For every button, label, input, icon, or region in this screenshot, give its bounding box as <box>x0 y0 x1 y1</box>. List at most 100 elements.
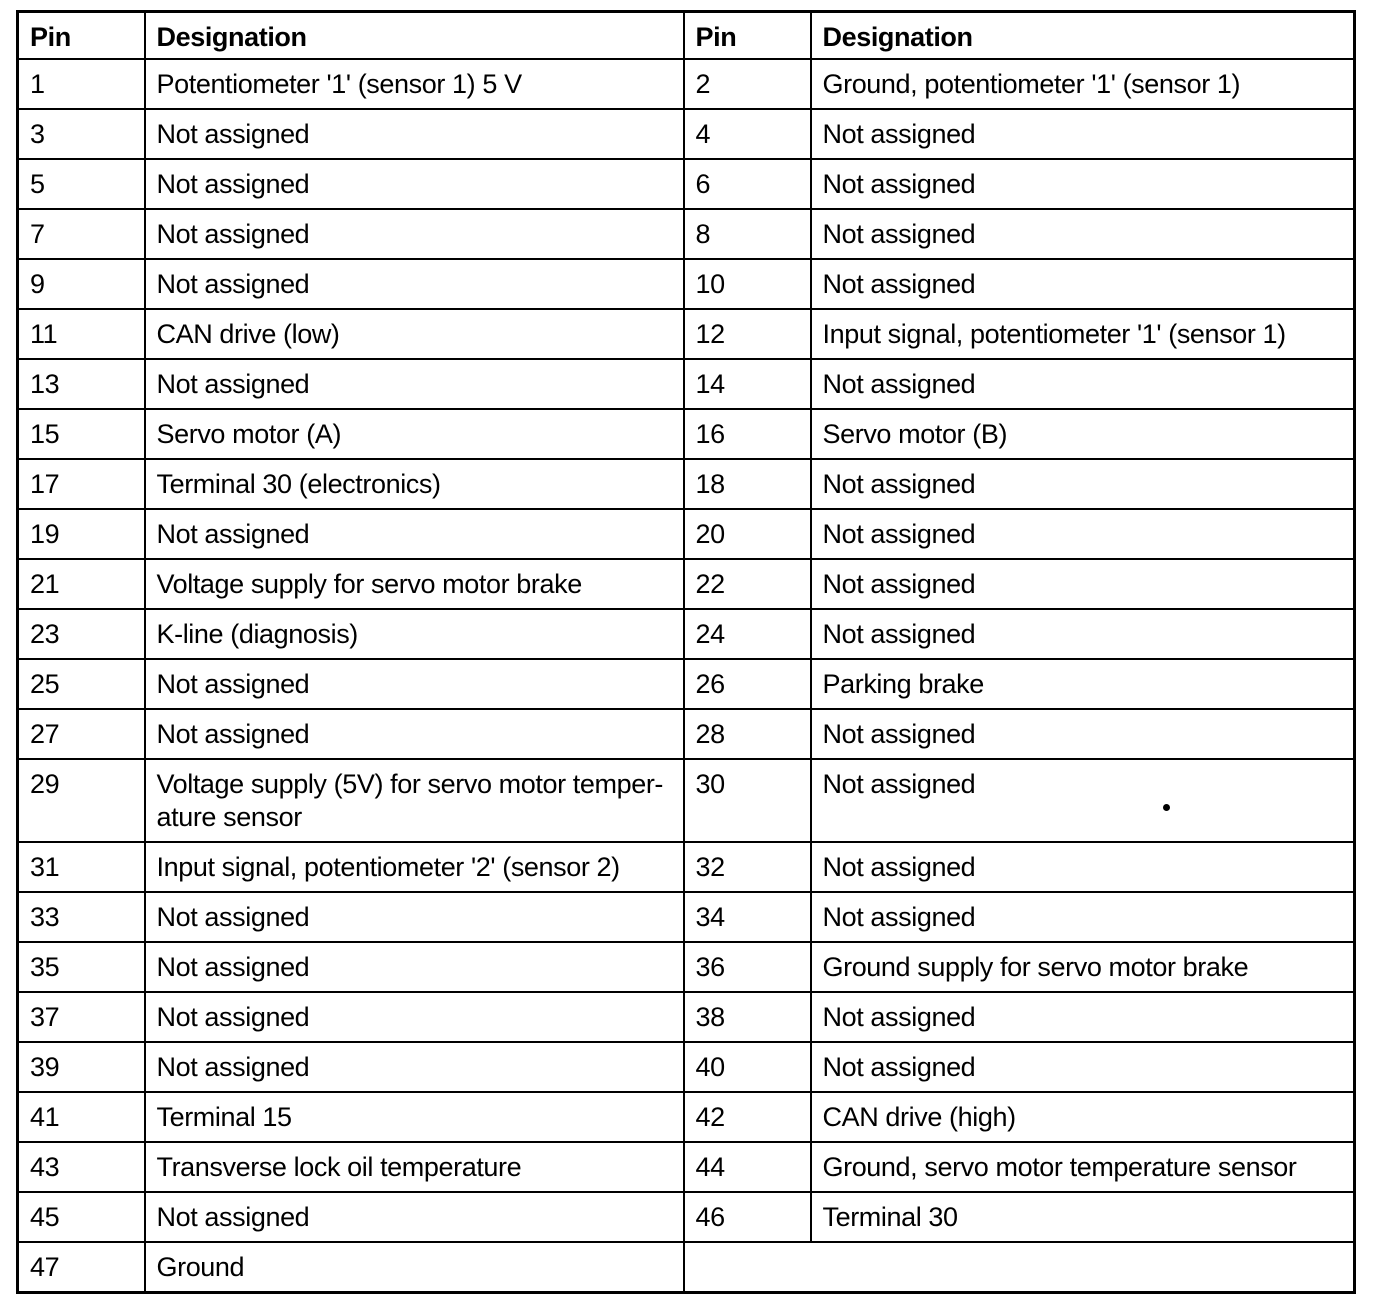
designation-cell: Not assigned <box>143 358 685 410</box>
pin-cell: 21 <box>16 558 146 610</box>
designation-cell: Not assigned <box>809 608 1356 660</box>
designation-cell: Not assigned <box>809 708 1356 760</box>
designation-cell: Not assigned <box>809 758 1356 843</box>
table-row: 43 Transverse lock oil temperature 44 Groun… <box>16 1141 1356 1193</box>
designation-cell: Not assigned <box>143 208 685 260</box>
designation-cell: Not assigned <box>809 458 1356 510</box>
table-body: 1 Potentiometer '1' (sensor 1) 5 V 2 Ground… <box>16 58 1356 1294</box>
table-row: 9 Not assigned 10 Not assigned <box>16 258 1356 310</box>
table-row: 19 Not assigned 20 Not assigned <box>16 508 1356 560</box>
pin-cell: 4 <box>682 108 812 160</box>
designation-cell: Not assigned <box>143 108 685 160</box>
designation-cell: Not assigned <box>143 658 685 710</box>
pin-cell: 9 <box>16 258 146 310</box>
pin-cell: 22 <box>682 558 812 610</box>
table-row: 1 Potentiometer '1' (sensor 1) 5 V 2 Ground… <box>16 58 1356 110</box>
designation-cell: Not assigned <box>809 558 1356 610</box>
pin-cell: 6 <box>682 158 812 210</box>
designation-cell: Not assigned <box>809 108 1356 160</box>
pin-cell: 20 <box>682 508 812 560</box>
pin-cell: 26 <box>682 658 812 710</box>
pin-cell: 34 <box>682 891 812 943</box>
pin-assignment-table: Pin Designation Pin Designation 1 Potenti… <box>16 10 1356 1294</box>
pin-cell: 29 <box>16 758 146 843</box>
designation-cell: Input signal, potentiometer '2' (sensor … <box>143 841 685 893</box>
pin-cell: 35 <box>16 941 146 993</box>
pin-cell: 12 <box>682 308 812 360</box>
pin-cell: 14 <box>682 358 812 410</box>
designation-cell: Not assigned <box>143 708 685 760</box>
pin-cell: 1 <box>16 58 146 110</box>
pin-cell: 8 <box>682 208 812 260</box>
designation-cell: Potentiometer '1' (sensor 1) 5 V <box>143 58 685 110</box>
pin-cell: 43 <box>16 1141 146 1193</box>
pin-cell: 15 <box>16 408 146 460</box>
table-row: 11 CAN drive (low) 12 Input signal, potenti… <box>16 308 1356 360</box>
pin-cell: 25 <box>16 658 146 710</box>
designation-cell: Not assigned <box>143 1041 685 1093</box>
table-row: 37 Not assigned 38 Not assigned <box>16 991 1356 1043</box>
table-row: 3 Not assigned 4 Not assigned <box>16 108 1356 160</box>
pin-cell: 10 <box>682 258 812 310</box>
designation-cell: Terminal 30 <box>809 1191 1356 1243</box>
pin-cell: 33 <box>16 891 146 943</box>
table-row: 5 Not assigned 6 Not assigned <box>16 158 1356 210</box>
pin-cell: 46 <box>682 1191 812 1243</box>
header-designation-right: Designation <box>809 10 1356 60</box>
designation-cell: Not assigned <box>143 991 685 1043</box>
empty-cell <box>682 1241 1356 1294</box>
designation-cell: Servo motor (A) <box>143 408 685 460</box>
pin-cell: 40 <box>682 1041 812 1093</box>
designation-cell: Not assigned <box>809 891 1356 943</box>
pin-cell: 44 <box>682 1141 812 1193</box>
designation-cell: Transverse lock oil temperature <box>143 1141 685 1193</box>
table-row: 29 Voltage supply (5V) for servo motor te… <box>16 758 1356 843</box>
pin-cell: 39 <box>16 1041 146 1093</box>
pin-cell: 42 <box>682 1091 812 1143</box>
designation-cell: Not assigned <box>809 1041 1356 1093</box>
pin-cell: 19 <box>16 508 146 560</box>
table-row: 23 K-line (diagnosis) 24 Not assigned <box>16 608 1356 660</box>
header-pin-right: Pin <box>682 10 812 60</box>
pin-cell: 17 <box>16 458 146 510</box>
designation-cell: Not assigned <box>809 358 1356 410</box>
pin-cell: 28 <box>682 708 812 760</box>
pin-cell: 11 <box>16 308 146 360</box>
ink-speck-artifact <box>1163 804 1170 811</box>
pin-cell: 31 <box>16 841 146 893</box>
table-row: 27 Not assigned 28 Not assigned <box>16 708 1356 760</box>
designation-cell: Terminal 30 (electronics) <box>143 458 685 510</box>
table-row: 31 Input signal, potentiometer '2' (senso… <box>16 841 1356 893</box>
designation-cell: K-line (diagnosis) <box>143 608 685 660</box>
pin-cell: 32 <box>682 841 812 893</box>
designation-cell: Voltage supply for servo motor brake <box>143 558 685 610</box>
pin-cell: 13 <box>16 358 146 410</box>
designation-cell: Not assigned <box>809 208 1356 260</box>
pin-cell: 7 <box>16 208 146 260</box>
header-pin-left: Pin <box>16 10 146 60</box>
table-row: 13 Not assigned 14 Not assigned <box>16 358 1356 410</box>
pin-cell: 45 <box>16 1191 146 1243</box>
designation-cell: Not assigned <box>143 508 685 560</box>
pin-cell: 27 <box>16 708 146 760</box>
table-row: 15 Servo motor (A) 16 Servo motor (B) <box>16 408 1356 460</box>
header-designation-left: Designation <box>143 10 685 60</box>
designation-cell: Ground, servo motor temperature sensor <box>809 1141 1356 1193</box>
pin-cell: 24 <box>682 608 812 660</box>
table-row: 35 Not assigned 36 Ground supply for servo … <box>16 941 1356 993</box>
designation-cell: Not assigned <box>809 841 1356 893</box>
pin-cell: 2 <box>682 58 812 110</box>
header-row: Pin Designation Pin Designation <box>16 10 1356 60</box>
designation-cell: Servo motor (B) <box>809 408 1356 460</box>
table-row: 39 Not assigned 40 Not assigned <box>16 1041 1356 1093</box>
pin-cell: 5 <box>16 158 146 210</box>
pin-cell: 38 <box>682 991 812 1043</box>
designation-cell: Not assigned <box>143 891 685 943</box>
pin-cell: 16 <box>682 408 812 460</box>
table-row: 21 Voltage supply for servo motor brake 22… <box>16 558 1356 610</box>
designation-cell: Input signal, potentiometer '1' (sensor … <box>809 308 1356 360</box>
table-row: 47 Ground <box>16 1241 1356 1294</box>
designation-cell: Ground <box>143 1241 685 1294</box>
pin-cell: 3 <box>16 108 146 160</box>
